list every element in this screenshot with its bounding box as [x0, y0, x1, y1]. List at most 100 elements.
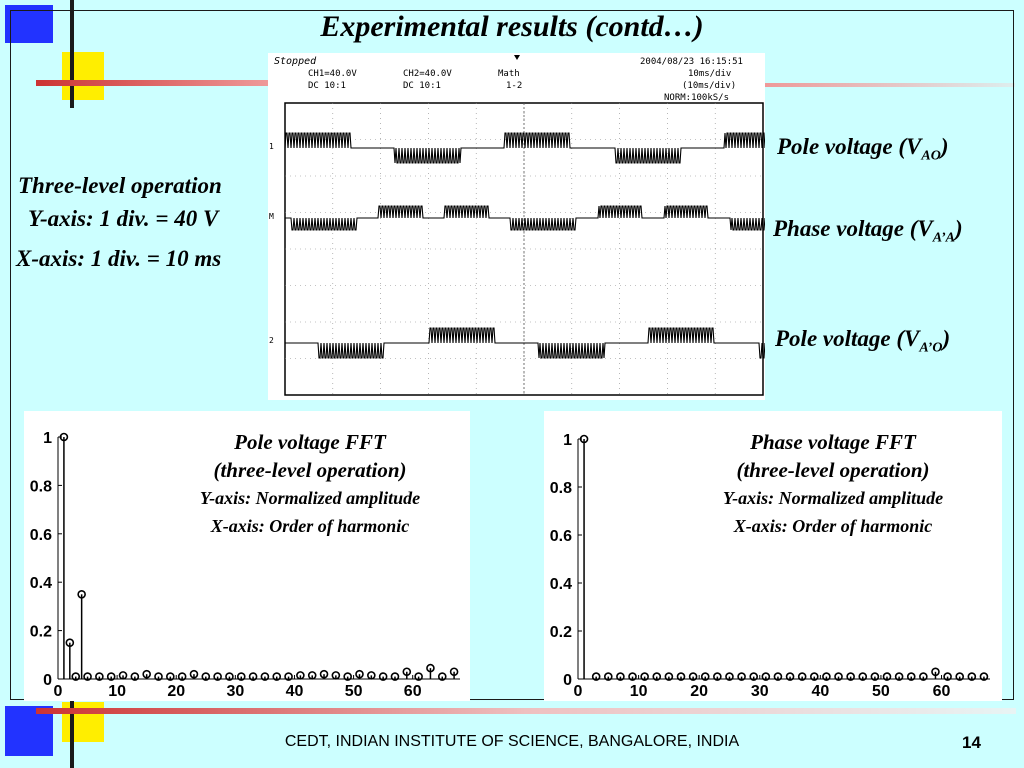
- fft-marker: [919, 672, 928, 681]
- fft-marker: [700, 672, 710, 681]
- fft-marker: [676, 672, 686, 681]
- fft-marker: [834, 672, 843, 681]
- y-tick-label: 0.4: [550, 576, 572, 593]
- x-tick-label: 10: [108, 683, 126, 700]
- fft-marker: [894, 672, 904, 681]
- scope-grid: [284, 102, 764, 396]
- fft-pole-caption-x: X-axis: Order of harmonic: [210, 516, 410, 536]
- scope-sampling: NORM:100kS/s: [664, 93, 729, 103]
- fft-marker: [761, 672, 771, 681]
- note-y-axis: Y-axis: 1 div. = 40 V: [28, 206, 219, 231]
- fft-marker: [402, 667, 412, 677]
- slide-frame: [10, 10, 1014, 700]
- scope-ch1-coupling: DC 10:1: [308, 81, 346, 91]
- deco-horizontal-bar: [36, 80, 268, 86]
- y-tick-label: 0.6: [30, 527, 52, 544]
- y-tick-label: 0: [563, 672, 572, 689]
- x-tick-label: 20: [167, 683, 185, 700]
- deco-blue-square-bottom: [5, 706, 53, 756]
- fft-marker: [579, 434, 589, 444]
- fft-marker: [773, 672, 783, 681]
- y-tick-label: 1: [563, 432, 572, 449]
- fft-phase-caption-title: Phase voltage FFT: [750, 430, 916, 454]
- fft-phase-caption: Phase voltage FFT (three-level operation…: [680, 428, 986, 540]
- fft-marker: [737, 672, 746, 681]
- fft-pole-caption-mode: (three-level operation): [213, 458, 407, 482]
- slide-title: Experimental results (contd…): [320, 10, 704, 43]
- y-tick-label: 0.2: [550, 624, 572, 641]
- fft-marker: [725, 672, 734, 681]
- fft-pole-caption-y: Y-axis: Normalized amplitude: [199, 488, 421, 508]
- scope-math: Math: [498, 69, 520, 79]
- y-tick-label: 0.6: [550, 528, 572, 545]
- fft-marker: [882, 672, 892, 681]
- fft-marker: [797, 672, 807, 681]
- fft-marker: [943, 672, 952, 681]
- x-tick-label: 30: [226, 683, 244, 700]
- fft-marker: [260, 672, 270, 681]
- note-x-axis: X-axis: 1 div. = 10 ms: [16, 246, 222, 271]
- fft-marker: [296, 671, 305, 680]
- oscilloscope-screen: Stopped 2004/08/23 16:15:51 CH1=40.0V DC…: [269, 55, 765, 396]
- fft-marker: [858, 672, 868, 681]
- deco-horizontal-bar-right: [765, 83, 1015, 87]
- fft-marker: [437, 672, 447, 681]
- fft-marker: [201, 672, 211, 681]
- fft-marker: [870, 672, 880, 681]
- scope-ch2-coupling: DC 10:1: [403, 81, 441, 91]
- x-tick-label: 30: [751, 683, 769, 700]
- fft-marker: [142, 669, 151, 679]
- deco-blue-square: [5, 5, 53, 43]
- fft-pole-caption-title: Pole voltage FFT: [234, 430, 386, 454]
- fft-marker: [640, 672, 649, 681]
- fft-marker: [154, 672, 163, 681]
- fft-marker: [166, 672, 175, 681]
- fft-marker: [189, 669, 199, 679]
- fft-marker: [931, 667, 940, 677]
- x-tick-label: 40: [811, 683, 829, 700]
- x-tick-label: 0: [54, 683, 63, 700]
- x-tick-label: 20: [690, 683, 708, 700]
- scope-timebase: 10ms/div: [688, 69, 731, 79]
- scope-traces: [284, 132, 765, 359]
- label-pole-voltage-a-o: Pole voltage (VA’O): [775, 326, 951, 356]
- fft-marker: [967, 672, 977, 681]
- label-phase-voltage-aa: Phase voltage (VA’A): [773, 216, 963, 246]
- y-tick-label: 0.8: [30, 478, 52, 495]
- fft-marker: [378, 672, 388, 681]
- fft-phase-chart: 0 0.2 0.4 0.6 0.8 1 0 10 20 30 40 50 60: [544, 411, 1002, 701]
- fft-marker: [955, 672, 965, 681]
- oscilloscope-capture: Stopped 2004/08/23 16:15:51 CH1=40.0V DC…: [268, 53, 765, 400]
- fft-marker: [628, 672, 637, 681]
- scope-timebase2: (10ms/div): [682, 81, 736, 91]
- fft-marker: [390, 672, 400, 681]
- fft-pole-caption: Pole voltage FFT (three-level operation)…: [160, 428, 460, 540]
- fft-marker: [236, 672, 246, 681]
- fft-marker: [77, 590, 86, 599]
- x-tick-label: 60: [404, 683, 422, 700]
- fft-marker: [664, 672, 674, 681]
- math-marker-icon: M: [269, 212, 274, 221]
- ch2-marker-icon: 2: [269, 336, 274, 345]
- fft-marker: [355, 669, 364, 679]
- y-tick-label: 0.2: [30, 624, 52, 641]
- fft-marker: [603, 672, 613, 681]
- fft-marker: [713, 672, 722, 681]
- trace-phase-aa: [285, 205, 765, 231]
- fft-marker: [616, 672, 625, 681]
- fft-marker: [906, 672, 916, 681]
- fft-marker: [822, 672, 831, 681]
- fft-marker: [65, 638, 75, 647]
- scope-math-expr: 1-2: [506, 81, 522, 91]
- y-tick-label: 0.8: [550, 480, 572, 497]
- fft-marker: [95, 672, 104, 681]
- fft-phase-caption-y: Y-axis: Normalized amplitude: [722, 488, 944, 508]
- y-tick-label: 0.4: [30, 575, 52, 592]
- scope-ch1: CH1=40.0V: [308, 69, 357, 79]
- label-pole-voltage-ao: Pole voltage (VAO): [777, 134, 949, 164]
- trigger-marker-icon: [514, 55, 520, 60]
- y-tick-label: 1: [43, 430, 52, 447]
- x-tick-label: 10: [630, 683, 648, 700]
- deco-horizontal-bar-bottom: [36, 708, 1016, 714]
- fft-marker: [846, 672, 855, 681]
